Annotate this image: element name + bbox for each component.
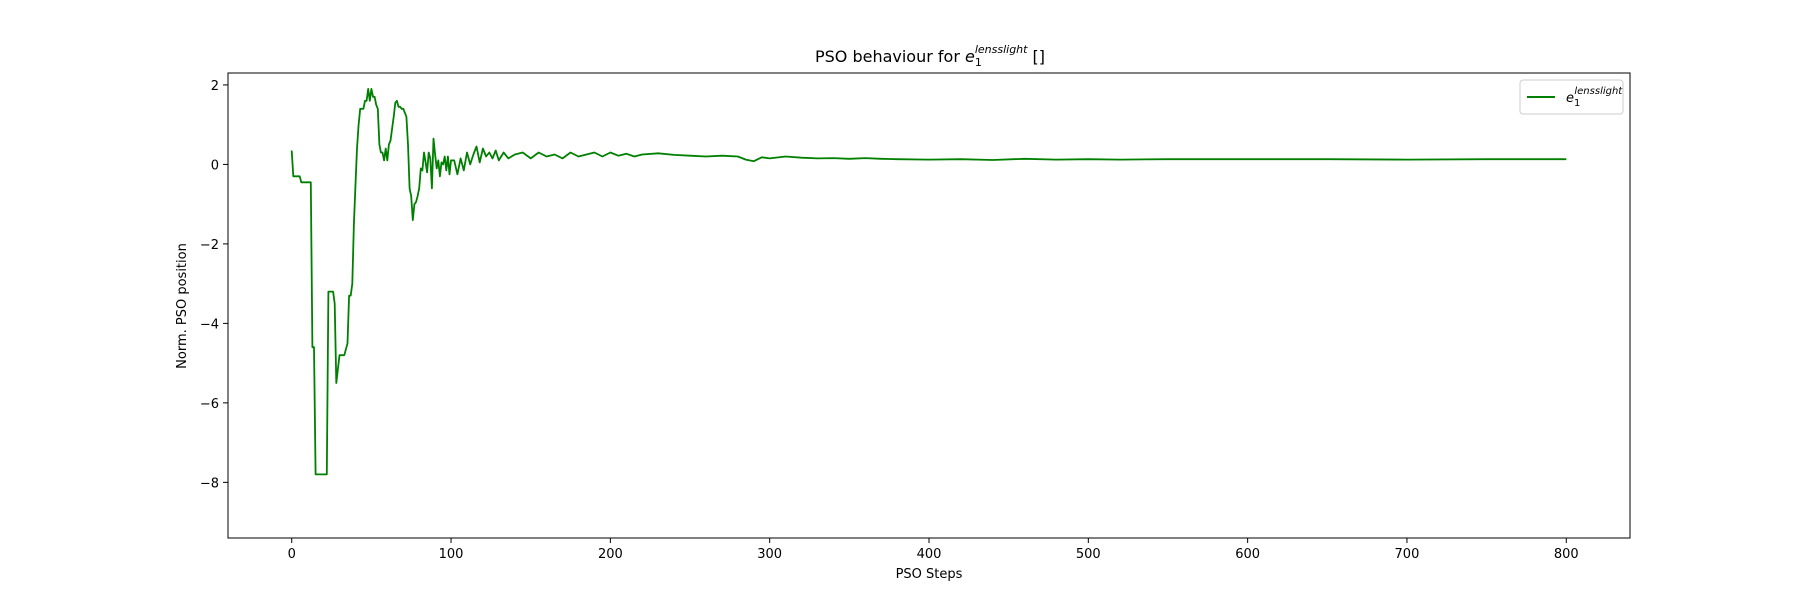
x-tick-label: 100 [439, 547, 464, 562]
x-tick-label: 300 [757, 547, 782, 562]
chart-title-suffix: [] [1027, 47, 1045, 66]
plot-area-border [227, 72, 1631, 539]
x-axis-ticks: 0 100 200 300 400 500 600 700 800 [288, 538, 1579, 562]
y-tick-label: −8 [200, 476, 219, 491]
y-axis-label: Norm. PSO position [175, 243, 190, 369]
legend-entry-subscript: 1 [1574, 98, 1580, 109]
x-axis-label: PSO Steps [896, 567, 963, 582]
y-tick-label: 0 [211, 158, 219, 173]
chart-title-subscript: 1 [975, 56, 982, 69]
chart-title-superscript: lensslight [975, 43, 1028, 56]
y-tick-label: −2 [200, 238, 219, 253]
x-tick-label: 700 [1395, 547, 1420, 562]
chart-title: PSO behaviour for e1lensslight [] [815, 43, 1045, 69]
y-axis-ticks: 2 0 −2 −4 −6 −8 [200, 79, 228, 491]
legend-entry-label: e1lensslight [1566, 86, 1623, 109]
y-tick-label: 2 [211, 79, 219, 94]
y-tick-label: −4 [200, 317, 219, 332]
series-line [290, 88, 1567, 476]
y-tick-label: −6 [200, 397, 219, 412]
legend: e1lensslight [1519, 79, 1624, 115]
x-tick-label: 500 [1076, 547, 1101, 562]
series-layer [290, 88, 1567, 476]
x-tick-label: 800 [1554, 547, 1579, 562]
legend-frame [1519, 79, 1624, 115]
chart-title-symbol: e [965, 47, 975, 66]
legend-entry-superscript: lensslight [1574, 86, 1623, 97]
x-tick-label: 400 [917, 547, 942, 562]
legend-entry-symbol: e [1566, 91, 1574, 106]
x-tick-label: 200 [598, 547, 623, 562]
x-tick-label: 600 [1235, 547, 1260, 562]
x-tick-label: 0 [288, 547, 296, 562]
chart-title-prefix: PSO behaviour for [815, 47, 965, 66]
plot-frame [227, 72, 1631, 539]
